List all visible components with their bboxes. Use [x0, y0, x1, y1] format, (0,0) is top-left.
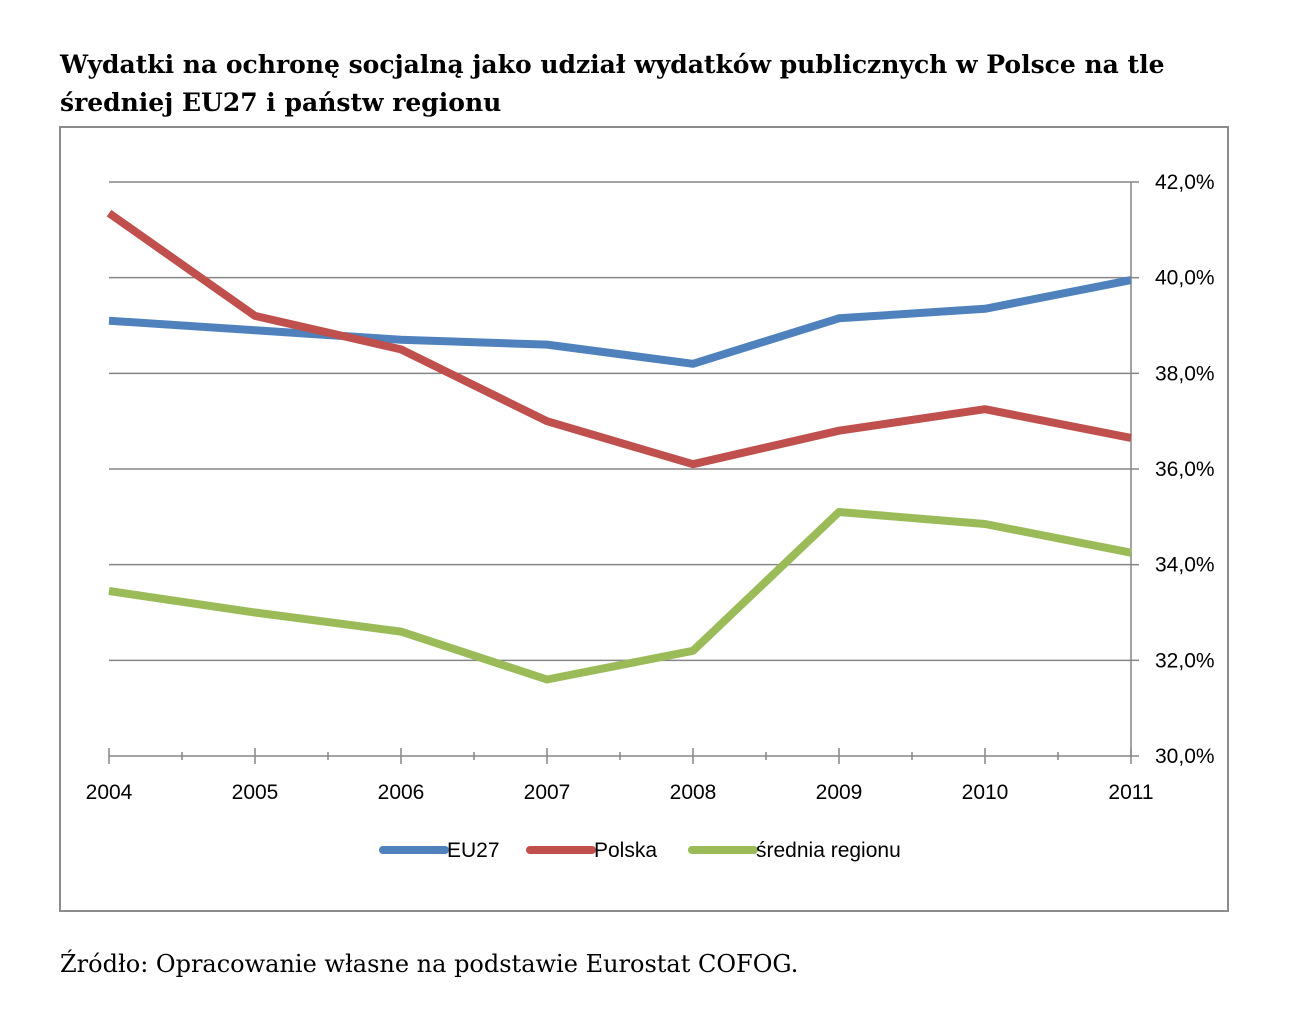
- y-tick-label: 40,0%: [1155, 267, 1215, 290]
- legend: EU27 Polska średnia regionu: [379, 839, 901, 862]
- series-lines: [106, 209, 1132, 684]
- x-tick-label: 2004: [86, 781, 133, 804]
- y-tick-label: 36,0%: [1155, 458, 1215, 481]
- x-tick-label: 2010: [962, 781, 1009, 804]
- series-line-eu27: [108, 276, 1132, 368]
- legend-label: średnia regionu: [756, 839, 901, 862]
- x-tick-label: 2009: [816, 781, 863, 804]
- x-tick-label: 2008: [670, 781, 717, 804]
- y-tick-label: 32,0%: [1155, 649, 1215, 672]
- y-tick-label: 30,0%: [1155, 745, 1215, 768]
- chart-frame: 30,0% 32,0% 34,0% 36,0% 38,0% 40,0% 42,0% 2004 2…: [59, 126, 1229, 912]
- y-tick-label: 38,0%: [1155, 362, 1215, 385]
- x-tick-label: 2011: [1108, 781, 1153, 804]
- source-note: Źródło: Opracowanie własne na podstawie …: [60, 950, 799, 978]
- x-tick-label: 2007: [524, 781, 571, 804]
- chart-title: Wydatki na ochronę socjalną jako udział …: [60, 50, 1165, 117]
- y-tick-label: 42,0%: [1155, 171, 1215, 194]
- series-line-polska: [106, 209, 1132, 469]
- x-tick-label: 2006: [378, 781, 425, 804]
- axes: 30,0% 32,0% 34,0% 36,0% 38,0% 40,0% 42,0% 2004 2…: [86, 171, 1215, 804]
- gridlines: [109, 181, 1131, 662]
- legend-label: Polska: [594, 839, 657, 862]
- x-tick-label: 2005: [232, 781, 279, 804]
- line-chart: 30,0% 32,0% 34,0% 36,0% 38,0% 40,0% 42,0% 2004 2…: [86, 171, 1215, 862]
- y-tick-label: 34,0%: [1155, 554, 1215, 577]
- series-line-średnia-regionu: [108, 508, 1132, 684]
- legend-label: EU27: [447, 839, 500, 862]
